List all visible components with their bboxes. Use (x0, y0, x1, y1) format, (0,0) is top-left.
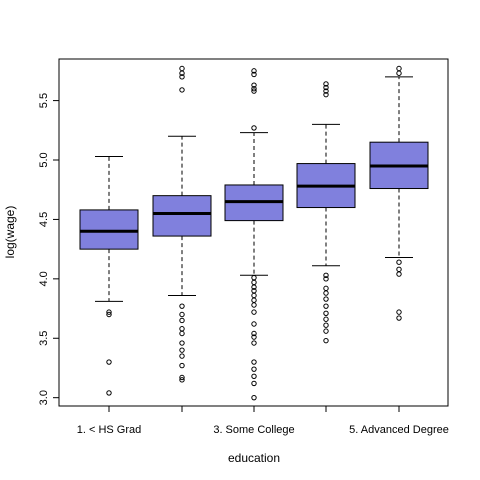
outlier-point (324, 297, 328, 301)
y-tick-label: 4.5 (38, 212, 50, 227)
y-tick-label: 3.5 (38, 331, 50, 346)
outlier-point (180, 88, 184, 92)
outlier-point (324, 338, 328, 342)
x-tick-label: 5. Advanced Degree (349, 424, 449, 436)
outlier-point (324, 304, 328, 308)
box-group (297, 82, 355, 343)
outlier-point (180, 312, 184, 316)
box-group (370, 66, 428, 320)
outlier-point (252, 360, 256, 364)
outlier-point (252, 280, 256, 284)
outlier-point (180, 341, 184, 345)
outlier-point (252, 367, 256, 371)
outlier-point (324, 286, 328, 290)
outlier-point (252, 322, 256, 326)
box-group (153, 66, 211, 382)
box-group (225, 69, 283, 400)
outlier-point (252, 381, 256, 385)
outlier-point (180, 318, 184, 322)
y-tick-label: 5.0 (38, 152, 50, 167)
outlier-point (324, 329, 328, 333)
outlier-point (324, 323, 328, 327)
box-group (80, 156, 138, 395)
outlier-point (252, 303, 256, 307)
outlier-point (324, 317, 328, 321)
outlier-point (252, 293, 256, 297)
y-axis: 3.0 3.5 4.0 4.5 5.0 5.5 (38, 93, 59, 405)
outlier-point (252, 310, 256, 314)
outlier-point (324, 291, 328, 295)
outlier-point (252, 275, 256, 279)
outlier-point (397, 272, 401, 276)
outlier-point (180, 363, 184, 367)
y-tick-label: 3.0 (38, 390, 50, 405)
box-iqr (153, 196, 211, 236)
outlier-point (180, 327, 184, 331)
outlier-point (107, 391, 111, 395)
outlier-point (180, 66, 184, 70)
outlier-point (324, 311, 328, 315)
outlier-point (252, 298, 256, 302)
outlier-point (252, 395, 256, 399)
y-tick-label: 4.0 (38, 271, 50, 286)
outlier-point (397, 71, 401, 75)
boxes-layer (80, 66, 428, 400)
outlier-point (252, 341, 256, 345)
y-axis-title: log(wage) (3, 206, 17, 259)
outlier-point (180, 348, 184, 352)
outlier-point (252, 126, 256, 130)
outlier-point (397, 316, 401, 320)
outlier-point (252, 374, 256, 378)
x-tick-label: 3. Some College (213, 424, 294, 436)
outlier-point (180, 354, 184, 358)
x-axis: 1. < HS Grad 3. Some College 5. Advanced D… (77, 406, 449, 436)
outlier-point (180, 331, 184, 335)
outlier-point (397, 267, 401, 271)
outlier-point (397, 310, 401, 314)
y-tick-label: 5.5 (38, 93, 50, 108)
x-tick-label: 1. < HS Grad (77, 424, 142, 436)
outlier-point (180, 304, 184, 308)
outlier-point (397, 260, 401, 264)
x-axis-title: education (228, 451, 280, 465)
box-iqr (80, 210, 138, 249)
outlier-point (397, 66, 401, 70)
outlier-point (107, 360, 111, 364)
